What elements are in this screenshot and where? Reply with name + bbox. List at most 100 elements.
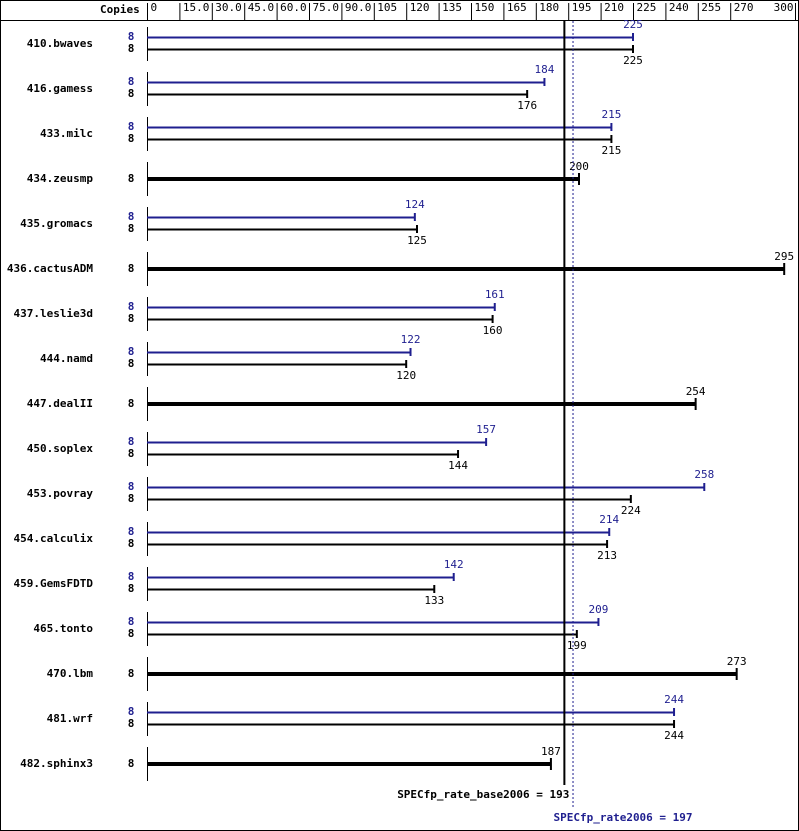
value-label: 213 [597, 549, 617, 562]
copies: 8 [128, 300, 135, 313]
benchmark-label: 481.wrf [47, 712, 93, 725]
x-tick-label: 270 [734, 1, 754, 14]
bar [147, 177, 579, 181]
copies: 8 [128, 480, 135, 493]
copies: 8 [128, 615, 135, 628]
x-tick-label: 240 [669, 1, 689, 14]
copies: 8 [128, 312, 135, 325]
copies: 8 [128, 397, 135, 410]
value-label: 122 [401, 333, 421, 346]
copies: 8 [128, 525, 135, 538]
value-label: 187 [541, 745, 561, 758]
value-label: 215 [601, 108, 621, 121]
value-label: 214 [599, 513, 619, 526]
copies: 8 [128, 492, 135, 505]
copies: 8 [128, 705, 135, 718]
bar [147, 672, 737, 676]
benchmark-label: 470.lbm [47, 667, 94, 680]
x-tick-label: 150 [475, 1, 495, 14]
value-label: 258 [694, 468, 714, 481]
value-label: 120 [396, 369, 416, 382]
copies: 8 [128, 172, 135, 185]
x-tick-label: 210 [604, 1, 624, 14]
copies: 8 [128, 210, 135, 223]
x-tick-label: 135 [442, 1, 462, 14]
bar [147, 267, 785, 271]
value-label: 225 [623, 18, 643, 31]
x-tick-label: 15.0 [183, 1, 210, 14]
copies: 8 [128, 262, 135, 275]
x-tick-label: 90.0 [345, 1, 372, 14]
value-label: 124 [405, 198, 425, 211]
copies: 8 [128, 345, 135, 358]
value-label: 144 [448, 459, 468, 472]
value-label: 142 [444, 558, 464, 571]
x-tick-label: 60.0 [280, 1, 307, 14]
value-label: 209 [589, 603, 609, 616]
benchmark-label: 465.tonto [33, 622, 93, 635]
copies: 8 [128, 42, 135, 55]
value-label: 176 [517, 99, 537, 112]
benchmark-label: 459.GemsFDTD [14, 577, 94, 590]
copies: 8 [128, 717, 135, 730]
copies: 8 [128, 757, 135, 770]
benchmark-label: 447.dealII [27, 397, 93, 410]
value-label: 184 [535, 63, 555, 76]
x-tick-label: 0 [151, 1, 158, 14]
copies: 8 [128, 537, 135, 550]
x-tick-label: 120 [410, 1, 430, 14]
copies: 8 [128, 87, 135, 100]
copies: 8 [128, 570, 135, 583]
value-label: 199 [567, 639, 587, 652]
value-label: 215 [601, 144, 621, 157]
benchmark-label: 444.namd [40, 352, 93, 365]
value-label: 295 [774, 250, 794, 263]
copies: 8 [128, 132, 135, 145]
x-tick-label: 30.0 [215, 1, 242, 14]
value-label: 133 [424, 594, 444, 607]
benchmark-label: 434.zeusmp [27, 172, 94, 185]
value-label: 244 [664, 729, 684, 742]
value-label: 225 [623, 54, 643, 67]
copies: 8 [128, 582, 135, 595]
copies-header: Copies [100, 3, 140, 16]
value-label: 200 [569, 160, 589, 173]
x-tick-label: 255 [701, 1, 721, 14]
bar [147, 762, 551, 766]
x-tick-label: 165 [507, 1, 527, 14]
value-label: 125 [407, 234, 427, 247]
bar [147, 402, 696, 406]
benchmark-label: 482.sphinx3 [20, 757, 93, 770]
benchmark-label: 433.milc [40, 127, 93, 140]
x-tick-label: 105 [377, 1, 397, 14]
x-tick-label: 300 [774, 1, 794, 14]
copies: 8 [128, 447, 135, 460]
copies: 8 [128, 222, 135, 235]
benchmark-label: 416.gamess [27, 82, 93, 95]
x-tick-label: 45.0 [248, 1, 275, 14]
benchmark-label: 453.povray [27, 487, 94, 500]
copies: 8 [128, 357, 135, 370]
value-label: 273 [727, 655, 747, 668]
benchmark-label: 454.calculix [14, 532, 94, 545]
copies: 8 [128, 627, 135, 640]
value-label: 160 [483, 324, 503, 337]
benchmark-label: 410.bwaves [27, 37, 93, 50]
benchmark-label: 450.soplex [27, 442, 94, 455]
copies: 8 [128, 30, 135, 43]
copies: 8 [128, 120, 135, 133]
x-tick-label: 75.0 [313, 1, 340, 14]
benchmark-label: 435.gromacs [20, 217, 93, 230]
reference-label: SPECfp_rate2006 = 197 [553, 811, 692, 824]
value-label: 157 [476, 423, 496, 436]
reference-label: SPECfp_rate_base2006 = 193 [397, 788, 569, 801]
benchmark-label: 436.cactusADM [7, 262, 93, 275]
value-label: 161 [485, 288, 505, 301]
x-tick-label: 195 [572, 1, 592, 14]
x-tick-label: 225 [637, 1, 657, 14]
x-tick-label: 180 [539, 1, 559, 14]
value-label: 254 [686, 385, 706, 398]
benchmark-label: 437.leslie3d [14, 307, 93, 320]
